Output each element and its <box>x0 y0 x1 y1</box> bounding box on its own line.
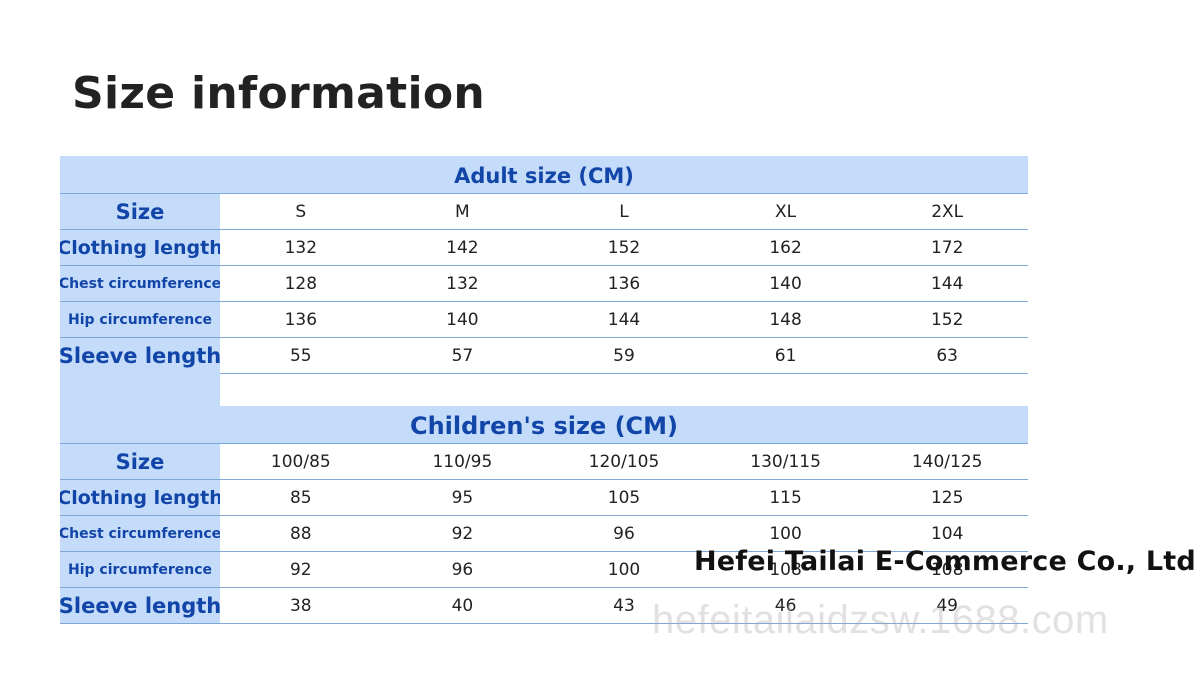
table-cell: 104 <box>930 523 964 544</box>
table-row: Chest circumference 128 132 136 140 144 <box>60 266 1028 302</box>
table-cell: 152 <box>930 309 964 330</box>
table-cell: 140 <box>769 273 802 294</box>
row-label: Sleeve length <box>60 588 220 623</box>
table-cell: S <box>295 201 307 222</box>
spacer-label-cell <box>60 372 220 406</box>
row-label: Chest circumference <box>60 516 220 551</box>
table-cell: 110/95 <box>432 451 493 472</box>
table-cell: 144 <box>607 309 641 330</box>
page-title: Size information <box>72 68 486 119</box>
table-cell: 43 <box>613 595 635 616</box>
table-cell: 108 <box>930 559 964 580</box>
table-cell: 142 <box>446 237 479 258</box>
children-table-header: Children's size (CM) <box>60 406 1028 444</box>
table-cell: 92 <box>451 523 474 544</box>
table-cell: 2XL <box>931 201 964 222</box>
table-cell: 100 <box>607 559 641 580</box>
table-cell: 152 <box>607 237 641 258</box>
table-row: Hip circumference 92 96 100 108 108 <box>60 552 1028 588</box>
row-label: Hip circumference <box>60 552 220 587</box>
table-cell: 63 <box>936 345 958 366</box>
table-cell: 38 <box>289 595 312 616</box>
table-cell: 125 <box>930 487 964 508</box>
table-cell: 162 <box>769 237 802 258</box>
row-label: Clothing length <box>60 480 220 515</box>
table-cell: 148 <box>769 309 802 330</box>
row-label: Sleeve length <box>60 338 220 373</box>
table-row: Sleeve length 38 40 43 46 49 <box>60 588 1028 624</box>
table-cell: 49 <box>936 595 958 616</box>
table-cell: 40 <box>451 595 474 616</box>
table-row: Hip circumference 136 140 144 148 152 <box>60 302 1028 338</box>
table-cell: 100/85 <box>270 451 331 472</box>
table-spacer <box>60 372 1028 406</box>
table-row: Chest circumference 88 92 96 100 104 <box>60 516 1028 552</box>
table-cell: 57 <box>451 345 474 366</box>
table-row: Clothing length 85 95 105 115 125 <box>60 480 1028 516</box>
table-row: Size 100/85 110/95 120/105 130/115 140/1… <box>60 444 1028 480</box>
table-cell: 132 <box>284 237 318 258</box>
table-cell: 120/105 <box>588 451 660 472</box>
table-cell: 95 <box>451 487 474 508</box>
table-cell: 128 <box>284 273 318 294</box>
table-row: Sleeve length 55 57 59 61 63 <box>60 338 1028 374</box>
table-cell: 140/125 <box>911 451 983 472</box>
table-cell: 61 <box>774 345 797 366</box>
row-label: Clothing length <box>60 230 220 265</box>
adult-table-header: Adult size (CM) <box>60 156 1028 194</box>
table-cell: 88 <box>289 523 312 544</box>
table-cell: 115 <box>769 487 802 508</box>
table-cell: 55 <box>289 345 312 366</box>
table-cell: 85 <box>289 487 312 508</box>
row-label: Chest circumference <box>60 266 220 301</box>
table-cell: 46 <box>774 595 797 616</box>
table-row: Clothing length 132 142 152 162 172 <box>60 230 1028 266</box>
table-cell: 96 <box>613 523 635 544</box>
row-label: Size <box>60 444 220 479</box>
table-cell: 105 <box>607 487 641 508</box>
table-cell: 132 <box>446 273 479 294</box>
table-cell: 136 <box>284 309 318 330</box>
table-cell: 100 <box>769 523 802 544</box>
table-row: Size S M L XL 2XL <box>60 194 1028 230</box>
table-cell: 108 <box>769 559 802 580</box>
table-cell: 136 <box>607 273 641 294</box>
table-cell: M <box>455 201 470 222</box>
table-cell: XL <box>775 201 797 222</box>
table-cell: 59 <box>613 345 635 366</box>
table-cell: 130/115 <box>750 451 821 472</box>
table-cell: 172 <box>930 237 964 258</box>
watermark-text: hefeitailaidzsw.1688.com <box>652 598 1109 642</box>
table-cell: 144 <box>930 273 964 294</box>
table-cell: 92 <box>289 559 312 580</box>
row-label: Size <box>60 194 220 229</box>
company-name-overlay: Hefei Tailai E-Commerce Co., Ltd <box>694 546 1196 577</box>
table-cell: L <box>619 201 629 222</box>
row-label: Hip circumference <box>60 302 220 337</box>
table-cell: 140 <box>446 309 479 330</box>
table-cell: 96 <box>451 559 474 580</box>
